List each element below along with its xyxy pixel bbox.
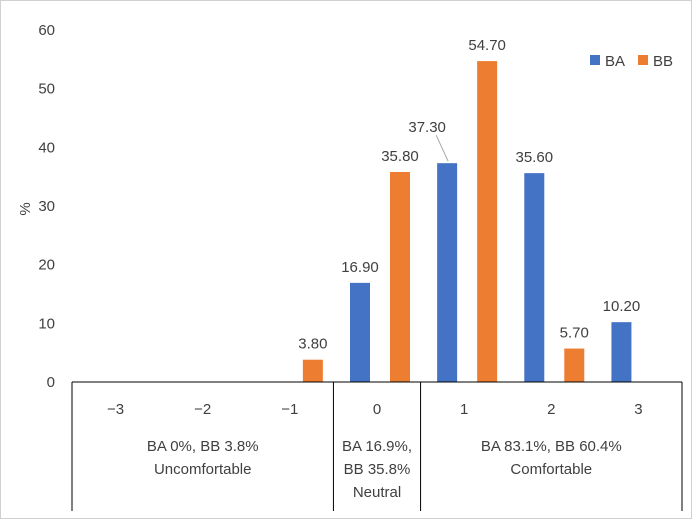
x-tick-label: 1 xyxy=(460,401,468,418)
x-tick-label: −2 xyxy=(194,401,211,418)
group-label: Comfortable xyxy=(510,461,592,478)
y-tick-label: 30 xyxy=(38,198,55,215)
x-tick-label: 2 xyxy=(547,401,555,418)
group-label: BA 16.9%, xyxy=(342,438,412,455)
bar-ba xyxy=(524,173,545,382)
bar-ba xyxy=(437,163,458,382)
data-label: 10.20 xyxy=(603,298,641,315)
bar-bb xyxy=(477,61,498,383)
x-tick-label: −3 xyxy=(107,401,124,418)
data-label: 35.60 xyxy=(516,149,554,166)
bar-bb xyxy=(302,359,323,382)
y-tick-label: 50 xyxy=(38,81,55,98)
legend-swatch-bb xyxy=(638,55,648,65)
group-label: BA 83.1%, BB 60.4% xyxy=(481,438,622,455)
y-tick-label: 20 xyxy=(38,257,55,274)
bar-ba xyxy=(350,282,370,382)
y-tick-label: 60 xyxy=(38,22,55,39)
y-tick-label: 10 xyxy=(38,315,55,332)
data-label: 54.70 xyxy=(468,37,506,54)
y-tick-label: 40 xyxy=(38,139,55,156)
group-label: BA 0%, BB 3.8% xyxy=(147,438,259,455)
legend-swatch-ba xyxy=(590,55,600,65)
bar-bb xyxy=(390,171,410,382)
data-label: 5.70 xyxy=(560,325,589,342)
bar-ba xyxy=(611,322,632,382)
data-label: 37.30 xyxy=(408,119,446,136)
leader-line xyxy=(435,134,449,162)
group-label: BB 35.8% xyxy=(344,461,411,478)
bar-bb xyxy=(564,348,585,382)
legend-label-ba: BA xyxy=(605,53,625,70)
legend-label-bb: BB xyxy=(653,53,673,70)
group-label: Uncomfortable xyxy=(154,461,252,478)
y-tick-label: 0 xyxy=(47,374,55,391)
data-label: 35.80 xyxy=(381,148,419,165)
x-tick-label: 3 xyxy=(634,401,642,418)
y-axis-label: % xyxy=(17,202,34,215)
group-label: Neutral xyxy=(353,484,401,501)
x-tick-label: 0 xyxy=(373,401,381,418)
data-label: 16.90 xyxy=(341,259,379,276)
x-tick-label: −1 xyxy=(281,401,298,418)
data-label: 3.80 xyxy=(298,336,327,353)
